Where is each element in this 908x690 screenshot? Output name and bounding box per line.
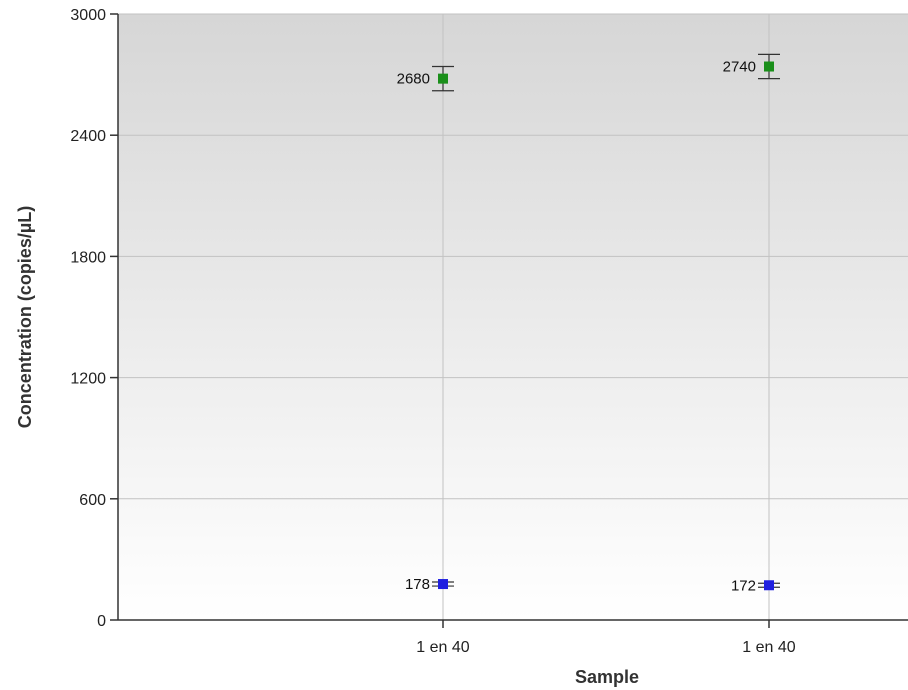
data-point: [438, 73, 448, 84]
data-label: 172: [731, 577, 756, 594]
x-axis-title: Sample: [575, 667, 639, 687]
data-label: 2680: [397, 71, 430, 88]
grid-lines: [118, 13, 908, 620]
y-tick-label: 2400: [70, 128, 106, 145]
axes: [110, 13, 908, 628]
data-point: [764, 61, 774, 72]
y-tick-label: 0: [97, 613, 106, 630]
y-tick-label: 3000: [70, 7, 106, 24]
data-label: 2740: [723, 59, 756, 76]
x-tick-label: 1 en 40: [416, 639, 469, 656]
y-tick-label: 600: [79, 492, 106, 509]
data-marks: 2680 2740 178 172: [397, 53, 780, 594]
y-tick-label: 1800: [70, 249, 106, 266]
y-axis-title: Concentration (copies/µL): [15, 206, 35, 428]
data-point: [764, 580, 774, 591]
x-tick-label: 1 en 40: [742, 639, 795, 656]
plot-area: [118, 14, 908, 620]
data-point: [438, 579, 448, 590]
data-label: 178: [405, 576, 430, 593]
y-tick-label: 1200: [70, 371, 106, 388]
tick-labels: 0 600 1200 1800 2400 3000 1 en 40 1 en 40: [70, 7, 795, 656]
